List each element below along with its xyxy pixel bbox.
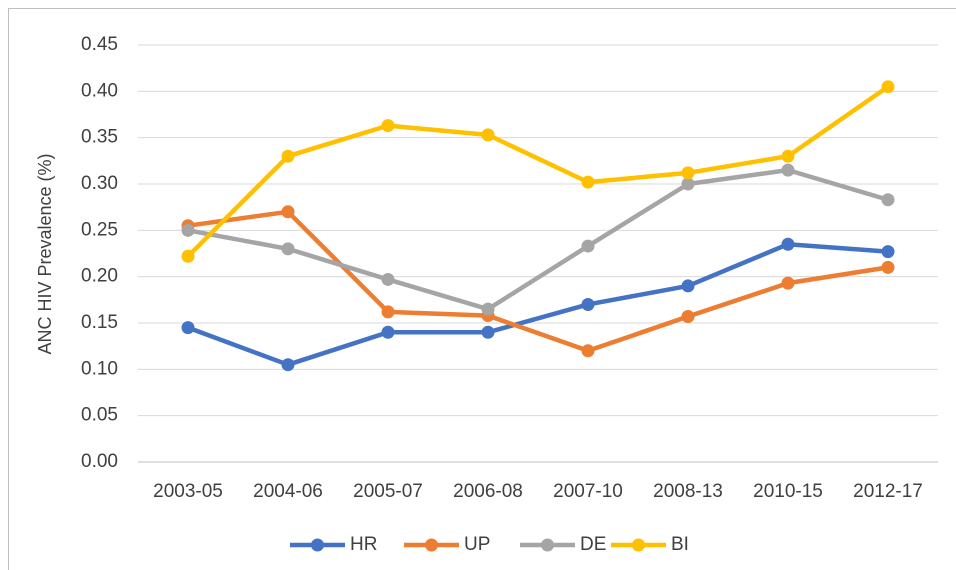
legend-label: UP [464, 534, 490, 555]
y-tick-label: 0.25 [81, 219, 118, 240]
data-point [181, 223, 195, 237]
y-tick-label: 0.45 [81, 34, 118, 55]
data-point [781, 149, 795, 163]
data-point [681, 310, 695, 324]
data-point [181, 249, 195, 263]
x-tick-label: 2012-17 [853, 481, 923, 502]
data-point [681, 166, 695, 180]
data-point [381, 119, 395, 133]
data-point [881, 80, 895, 94]
series-line [187, 209, 889, 354]
x-tick-label: 2005-07 [353, 481, 423, 502]
data-point [781, 237, 795, 251]
data-point [581, 344, 595, 358]
y-tick-label: 0.00 [81, 451, 118, 472]
data-point [381, 325, 395, 339]
x-tick-label: 2003-05 [153, 481, 223, 502]
data-point [681, 177, 695, 191]
data-point [681, 279, 695, 293]
x-tick-label: 2010-15 [753, 481, 823, 502]
data-point [181, 321, 195, 335]
legend-marker [541, 538, 554, 552]
chart-frame [8, 8, 956, 570]
data-point [881, 245, 895, 259]
y-tick-label: 0.20 [81, 266, 118, 287]
data-point [881, 260, 895, 274]
x-tick-label: 2006-08 [453, 481, 523, 502]
legend-label: DE [580, 534, 606, 555]
y-tick-label: 0.15 [81, 312, 118, 333]
data-point [281, 242, 295, 256]
data-point [781, 163, 795, 177]
legend-marker [632, 538, 645, 552]
y-tick-label: 0.40 [81, 80, 118, 101]
legend-marker [425, 538, 438, 552]
data-point [581, 175, 595, 189]
data-point [881, 193, 895, 207]
data-point [781, 276, 795, 290]
legend-label: HR [350, 534, 377, 555]
legend-label: BI [671, 534, 689, 555]
y-tick-label: 0.30 [81, 173, 118, 194]
x-tick-label: 2007-10 [553, 481, 623, 502]
data-point [381, 305, 395, 319]
data-point [381, 272, 395, 286]
series-line [187, 241, 889, 367]
series-line [186, 84, 890, 258]
x-tick-label: 2004-06 [253, 481, 323, 502]
x-tick-label: 2008-13 [653, 481, 723, 502]
legend-marker [311, 538, 324, 552]
y-tick-label: 0.05 [81, 405, 118, 426]
y-tick-label: 0.35 [81, 127, 118, 148]
data-point [581, 239, 595, 253]
data-point [481, 325, 495, 339]
data-point [481, 302, 495, 316]
data-point [481, 128, 495, 142]
data-point [581, 297, 595, 311]
series-line [187, 167, 889, 312]
data-point [281, 149, 295, 163]
y-tick-label: 0.10 [81, 358, 118, 379]
data-point [281, 205, 295, 219]
y-axis-title: ANC HIV Prevalence (%) [35, 153, 55, 354]
data-point [281, 358, 295, 372]
